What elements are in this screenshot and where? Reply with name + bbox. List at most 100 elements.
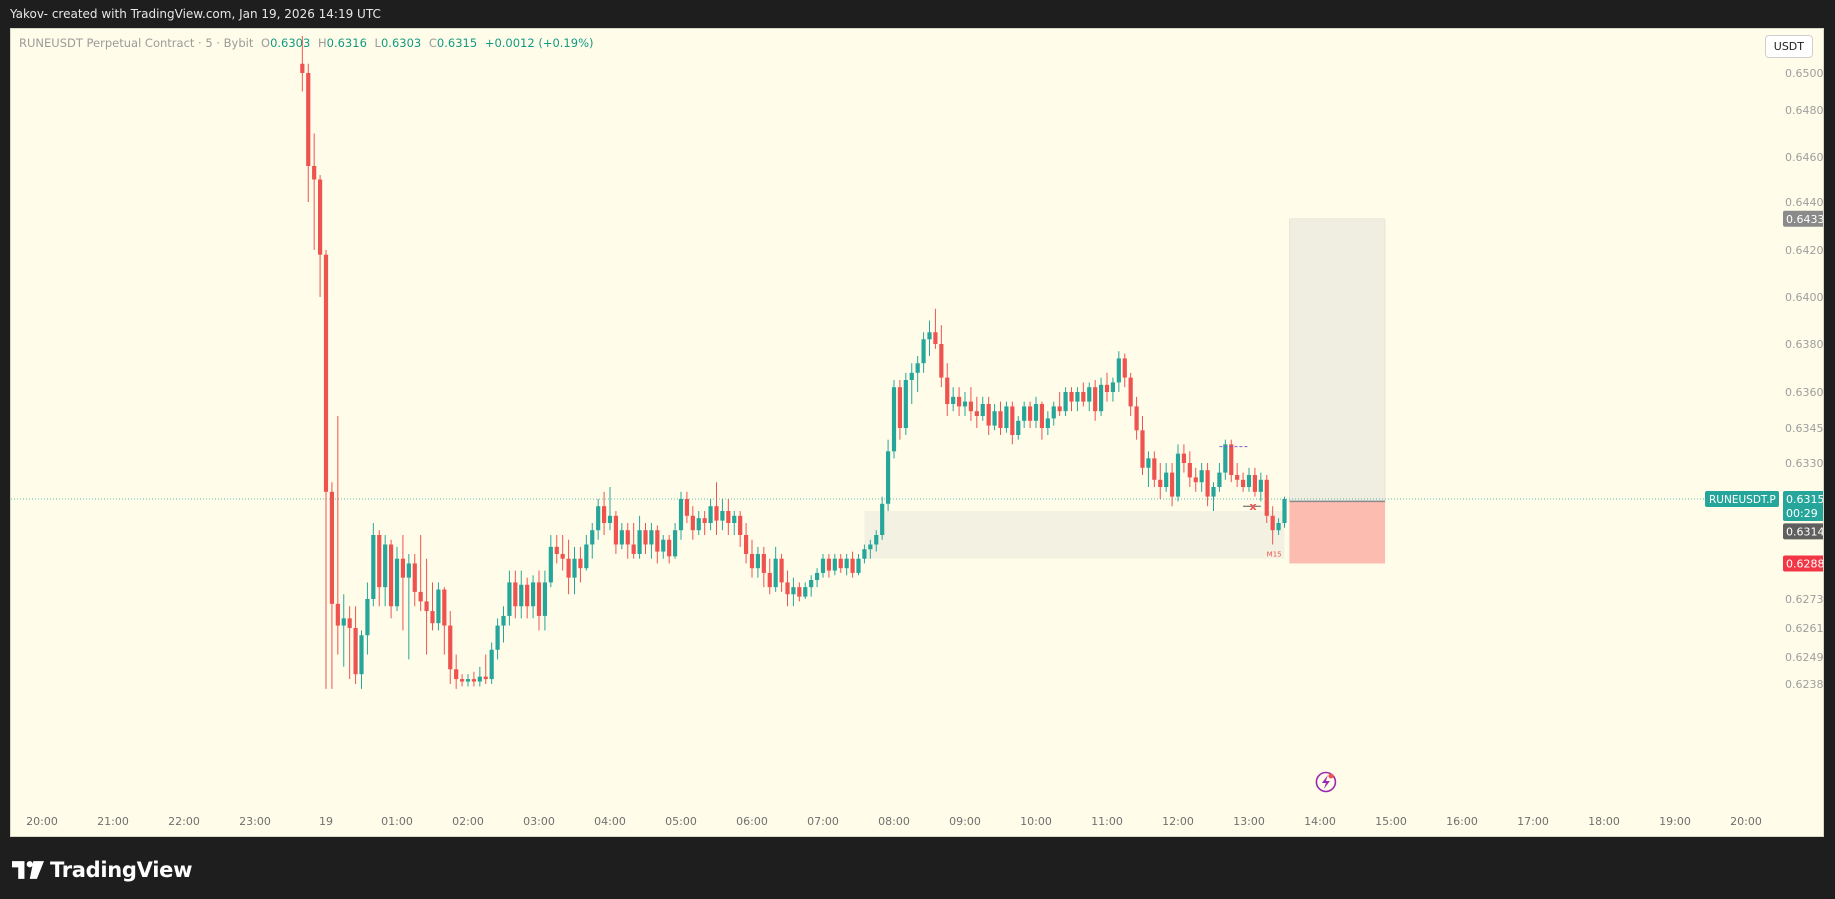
candle: [684, 491, 690, 523]
candle: [347, 606, 352, 680]
symbol-info: RUNEUSDT Perpetual Contract · 5 · Bybit: [19, 36, 254, 50]
candle-body: [560, 553, 565, 559]
candle: [726, 499, 731, 535]
time-tick: 13:00: [1233, 815, 1265, 828]
stop-zone: [1289, 501, 1386, 564]
candle: [323, 250, 329, 689]
candle-body: [619, 530, 624, 545]
candle: [649, 523, 654, 559]
candle-body: [430, 611, 435, 624]
candle: [590, 523, 595, 559]
candle-body: [519, 584, 524, 607]
candle: [1276, 518, 1281, 535]
candle: [850, 551, 855, 578]
candle: [809, 575, 814, 597]
candle-body: [803, 587, 808, 597]
last-price-tag-text: 0.6315: [1786, 493, 1824, 506]
candle-body: [424, 601, 429, 612]
candle: [1211, 482, 1216, 511]
candle: [572, 546, 577, 595]
candle: [329, 482, 335, 689]
candle-body: [572, 558, 577, 578]
candle-body: [856, 558, 861, 573]
candle-body: [1187, 463, 1192, 478]
candle-body: [880, 503, 885, 535]
candle: [720, 499, 725, 531]
candle: [696, 511, 701, 535]
candle: [1152, 451, 1157, 487]
candle: [400, 535, 406, 631]
time-tick: 17:00: [1517, 815, 1549, 828]
candle: [921, 332, 926, 373]
candle-body: [601, 506, 607, 523]
candle: [560, 535, 565, 571]
candle-body: [359, 635, 364, 675]
candle: [383, 535, 388, 607]
candle: [430, 582, 435, 631]
candle-body: [1069, 392, 1074, 402]
candle-body: [743, 535, 749, 554]
candle-body: [915, 363, 920, 373]
candle: [1181, 444, 1187, 473]
candle-body: [1087, 387, 1092, 402]
candle: [1010, 401, 1015, 445]
price-change: +0.0012 (+0.19%): [484, 36, 594, 50]
candle-body: [448, 625, 453, 670]
price-tick: 0.6440: [1785, 196, 1824, 209]
candlestick-chart[interactable]: x M15 0.6500 0.6480 0.6460 0.6440 0.6420 0.640…: [11, 29, 1824, 837]
candle: [678, 491, 684, 540]
price-tick: 0.6460: [1785, 151, 1824, 164]
candle: [832, 553, 837, 576]
price-tick: 0.6420: [1785, 244, 1824, 257]
candle-body: [1051, 406, 1056, 419]
candle: [377, 530, 382, 607]
candle-body: [418, 591, 423, 602]
low-value: 0.6303: [380, 36, 422, 50]
price-tick: 0.6345: [1785, 422, 1824, 435]
candle-body: [1223, 444, 1228, 473]
candle-body: [1169, 472, 1175, 497]
candle-body: [643, 530, 648, 545]
candle: [773, 546, 778, 592]
candle: [1140, 416, 1145, 475]
candle: [459, 674, 465, 687]
candle: [418, 535, 423, 612]
currency-unit-button[interactable]: USDT: [1764, 35, 1813, 58]
chart-panel[interactable]: x M15 0.6500 0.6480 0.6460 0.6440 0.6420 0.640…: [10, 28, 1824, 837]
candle: [436, 582, 441, 631]
candle-body: [471, 679, 477, 682]
target-price-tag-text: 0.6433: [1786, 213, 1824, 226]
price-tick: 0.6400: [1785, 291, 1824, 304]
candle-body: [554, 546, 559, 554]
candle-body: [956, 396, 962, 407]
candle-body: [998, 411, 1003, 428]
candle-body: [1004, 406, 1009, 428]
candle: [1240, 472, 1246, 492]
attribution-text: Yakov- created with TradingView.com, Jan…: [10, 7, 381, 21]
candle-body: [862, 549, 867, 559]
m15-label: M15: [1267, 550, 1282, 558]
candle-body: [696, 518, 701, 531]
candle: [477, 666, 482, 687]
candle: [1229, 439, 1234, 483]
candle: [708, 499, 713, 531]
candle-body: [672, 530, 678, 557]
candle: [1093, 380, 1098, 421]
candle: [738, 511, 743, 547]
candle-body: [1152, 458, 1157, 480]
candle: [317, 175, 323, 297]
price-tick: 0.6480: [1785, 104, 1824, 117]
candle-body: [365, 599, 370, 636]
candle-body: [489, 649, 494, 680]
candle: [465, 674, 471, 687]
candle: [661, 535, 666, 559]
candle-body: [1181, 453, 1187, 463]
x-marker: x: [1250, 500, 1257, 513]
candle: [714, 482, 719, 535]
candle-body: [1199, 470, 1204, 483]
tradingview-brand[interactable]: TradingView: [12, 858, 192, 882]
candle-body: [1146, 458, 1151, 468]
candle: [1169, 463, 1175, 507]
candle-body: [388, 544, 394, 607]
candle-body: [678, 499, 684, 531]
